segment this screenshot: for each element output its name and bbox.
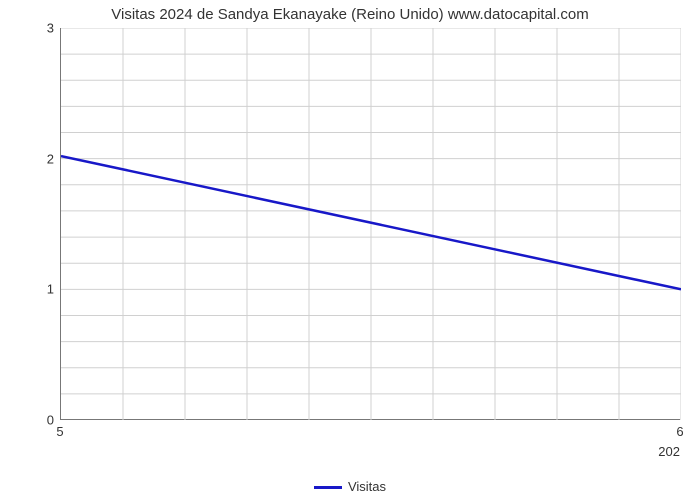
xtick-label: 5 [56, 424, 63, 439]
plot-area [60, 28, 680, 420]
chart-container: Visitas 2024 de Sandya Ekanayake (Reino … [0, 0, 700, 500]
ytick-label: 2 [0, 151, 54, 166]
legend: Visitas [0, 479, 700, 494]
plot-svg [61, 28, 681, 420]
xtick-label: 6 [676, 424, 683, 439]
ytick-label: 0 [0, 413, 54, 428]
legend-label: Visitas [348, 479, 386, 494]
legend-swatch [314, 486, 342, 489]
chart-title: Visitas 2024 de Sandya Ekanayake (Reino … [0, 6, 700, 23]
year-label: 202 [658, 444, 680, 459]
ytick-label: 3 [0, 21, 54, 36]
ytick-label: 1 [0, 282, 54, 297]
